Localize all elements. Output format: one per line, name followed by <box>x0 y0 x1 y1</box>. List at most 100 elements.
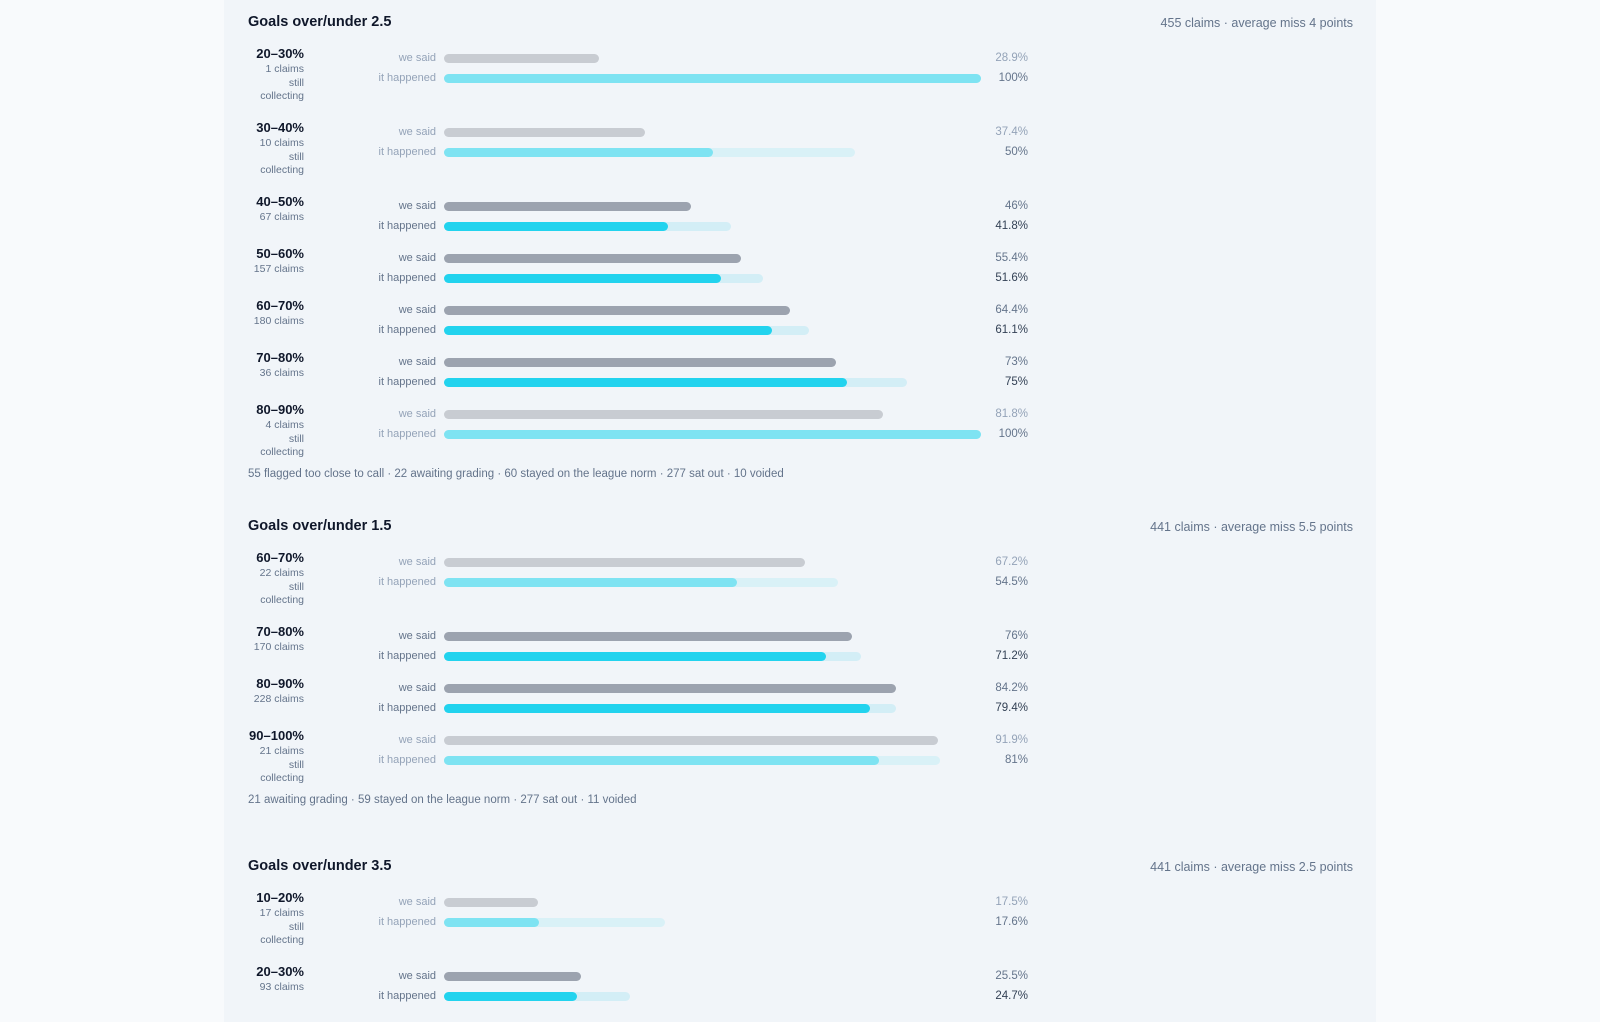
row-label-said: we said <box>398 200 436 212</box>
happened-value: 41.8% <box>995 220 1028 232</box>
calibration-panel: Goals over/under 2.5 455 claims · average… <box>224 0 1376 1022</box>
said-bar <box>444 306 790 315</box>
bin-range-label: 90–100% <box>249 728 304 743</box>
row-label-happened: it happened <box>378 428 437 440</box>
row-label-happened: it happened <box>378 650 437 662</box>
bin-status: still collecting <box>260 76 304 103</box>
bin-status: still collecting <box>260 580 304 607</box>
said-bar <box>444 972 581 981</box>
bin-status: still collecting <box>260 432 304 459</box>
bin-claims-count: 10 claims <box>259 137 304 149</box>
row-label-happened: it happened <box>378 754 437 766</box>
said-bar <box>444 898 538 907</box>
bin-range-label: 60–70% <box>256 298 304 313</box>
row-label-said: we said <box>398 356 436 368</box>
bin-status: still collecting <box>260 758 304 785</box>
said-value: 64.4% <box>995 304 1028 316</box>
happened-bar <box>444 756 879 765</box>
row-label-happened: it happened <box>378 916 437 928</box>
happened-bar <box>444 918 539 927</box>
said-value: 76% <box>1004 630 1028 642</box>
happened-bar <box>444 274 722 283</box>
happened-value: 24.7% <box>995 990 1028 1002</box>
said-bar <box>444 202 692 211</box>
bin-range-label: 10–20% <box>256 890 304 905</box>
row-label-happened: it happened <box>378 576 437 588</box>
happened-bar <box>444 326 773 335</box>
bin-claims-count: 17 claims <box>259 907 304 919</box>
said-value: 25.5% <box>995 970 1028 982</box>
happened-value: 100% <box>998 72 1028 84</box>
bin-range-label: 60–70% <box>256 550 304 565</box>
said-value: 73% <box>1004 356 1028 368</box>
said-bar <box>444 54 600 63</box>
happened-value: 50% <box>1004 146 1028 158</box>
section-title: Goals over/under 1.5 <box>248 518 392 534</box>
row-label-said: we said <box>398 734 436 746</box>
bin-range-label: 30–40% <box>256 120 304 135</box>
said-value: 91.9% <box>995 734 1028 746</box>
row-label-said: we said <box>398 682 436 694</box>
row-label-said: we said <box>398 52 436 64</box>
said-bar <box>444 632 853 641</box>
said-bar <box>444 558 805 567</box>
said-bar <box>444 684 897 693</box>
row-label-happened: it happened <box>378 702 437 714</box>
happened-value: 61.1% <box>995 324 1028 336</box>
happened-value: 100% <box>998 428 1028 440</box>
bin-range-label: 20–30% <box>256 46 304 61</box>
row-label-said: we said <box>398 408 436 420</box>
said-value: 81.8% <box>995 408 1028 420</box>
said-value: 28.9% <box>995 52 1028 64</box>
happened-value: 54.5% <box>995 576 1028 588</box>
bin-range-label: 80–90% <box>256 402 304 417</box>
row-label-said: we said <box>398 630 436 642</box>
section-footnote: 55 flagged too close to call · 22 awaiti… <box>248 468 784 480</box>
bin-claims-count: 21 claims <box>259 745 304 757</box>
happened-value: 79.4% <box>995 702 1028 714</box>
row-label-happened: it happened <box>378 990 437 1002</box>
row-label-said: we said <box>398 304 436 316</box>
bin-claims-count: 22 claims <box>259 567 304 579</box>
bin-claims-count: 228 claims <box>253 693 304 705</box>
row-label-happened: it happened <box>378 146 437 158</box>
happened-bar <box>444 578 737 587</box>
bin-claims-count: 93 claims <box>259 981 304 993</box>
row-label-said: we said <box>398 896 436 908</box>
bin-claims-count: 36 claims <box>259 367 304 379</box>
row-label-said: we said <box>398 970 436 982</box>
happened-bar <box>444 74 981 83</box>
section-title: Goals over/under 2.5 <box>248 14 392 30</box>
section-title: Goals over/under 3.5 <box>248 858 392 874</box>
bin-claims-count: 157 claims <box>253 263 304 275</box>
happened-bar <box>444 430 981 439</box>
said-value: 46% <box>1004 200 1028 212</box>
bin-range-label: 80–90% <box>256 676 304 691</box>
happened-value: 17.6% <box>995 916 1028 928</box>
row-label-said: we said <box>398 126 436 138</box>
happened-bar <box>444 222 669 231</box>
bin-range-label: 50–60% <box>256 246 304 261</box>
uncertainty-band <box>444 918 665 927</box>
section-summary: 441 claims · average miss 5.5 points <box>1150 520 1353 534</box>
bin-status: still collecting <box>260 920 304 947</box>
happened-bar <box>444 704 871 713</box>
happened-value: 51.6% <box>995 272 1028 284</box>
happened-value: 81% <box>1004 754 1028 766</box>
happened-value: 75% <box>1004 376 1028 388</box>
bin-range-label: 40–50% <box>256 194 304 209</box>
row-label-happened: it happened <box>378 324 437 336</box>
bin-claims-count: 170 claims <box>253 641 304 653</box>
bin-status: still collecting <box>260 150 304 177</box>
said-bar <box>444 736 938 745</box>
row-label-happened: it happened <box>378 272 437 284</box>
bin-range-label: 70–80% <box>256 350 304 365</box>
said-value: 84.2% <box>995 682 1028 694</box>
section-footnote: 21 awaiting grading · 59 stayed on the l… <box>248 794 637 806</box>
happened-bar <box>444 652 827 661</box>
happened-bar <box>444 992 577 1001</box>
row-label-happened: it happened <box>378 72 437 84</box>
bin-claims-count: 180 claims <box>253 315 304 327</box>
said-bar <box>444 410 884 419</box>
section-summary: 455 claims · average miss 4 points <box>1160 16 1353 30</box>
